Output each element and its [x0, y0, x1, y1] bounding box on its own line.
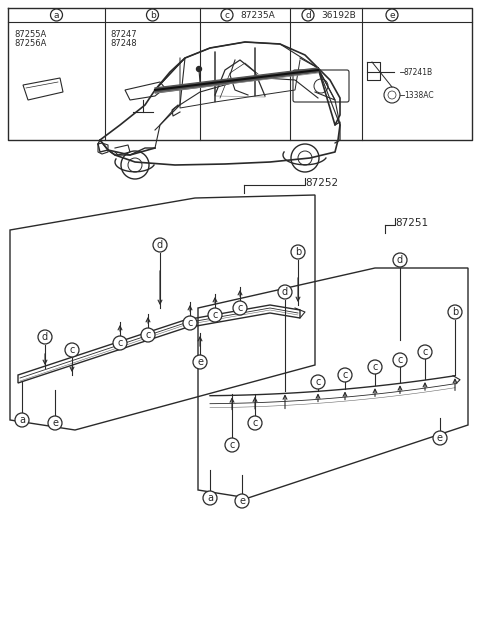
- Text: 87248: 87248: [110, 39, 137, 48]
- Circle shape: [38, 330, 52, 344]
- Text: c: c: [212, 310, 218, 320]
- Text: 87247: 87247: [110, 30, 137, 39]
- Circle shape: [146, 9, 158, 21]
- Circle shape: [338, 368, 352, 382]
- Text: b: b: [452, 307, 458, 317]
- Text: 87251: 87251: [395, 218, 428, 228]
- Text: d: d: [305, 11, 311, 20]
- Text: 1338AC: 1338AC: [404, 90, 433, 100]
- Text: 36192B: 36192B: [321, 11, 356, 20]
- Circle shape: [203, 491, 217, 505]
- Text: d: d: [282, 287, 288, 297]
- Circle shape: [50, 9, 62, 21]
- Text: c: c: [252, 418, 258, 428]
- Text: c: c: [117, 338, 123, 348]
- Text: 87252: 87252: [305, 178, 338, 188]
- Circle shape: [15, 413, 29, 427]
- Text: e: e: [239, 496, 245, 506]
- Circle shape: [393, 353, 407, 367]
- Circle shape: [225, 438, 239, 452]
- Text: d: d: [42, 332, 48, 342]
- Text: 87241B: 87241B: [404, 67, 433, 77]
- Text: c: c: [225, 11, 229, 20]
- Text: 87235A: 87235A: [240, 11, 275, 20]
- Circle shape: [368, 360, 382, 374]
- Text: c: c: [372, 362, 378, 372]
- Text: c: c: [342, 370, 348, 380]
- Text: c: c: [422, 347, 428, 357]
- Circle shape: [393, 253, 407, 267]
- Circle shape: [221, 9, 233, 21]
- Text: c: c: [187, 318, 192, 328]
- Circle shape: [235, 494, 249, 508]
- Circle shape: [193, 355, 207, 369]
- Text: c: c: [315, 377, 321, 387]
- Text: e: e: [437, 433, 443, 443]
- Text: b: b: [295, 247, 301, 257]
- Circle shape: [141, 328, 155, 342]
- Text: c: c: [397, 355, 403, 365]
- Circle shape: [291, 245, 305, 259]
- Circle shape: [233, 301, 247, 315]
- Text: a: a: [19, 415, 25, 425]
- Text: a: a: [54, 11, 59, 20]
- Polygon shape: [155, 68, 318, 93]
- Circle shape: [448, 305, 462, 319]
- Circle shape: [153, 238, 167, 252]
- Text: c: c: [229, 440, 235, 450]
- Text: e: e: [197, 357, 203, 367]
- Text: e: e: [52, 418, 58, 428]
- Circle shape: [113, 336, 127, 350]
- Circle shape: [311, 375, 325, 389]
- Text: a: a: [207, 493, 213, 503]
- Circle shape: [65, 343, 79, 357]
- Circle shape: [196, 66, 202, 72]
- Text: b: b: [150, 11, 156, 20]
- Circle shape: [418, 345, 432, 359]
- Circle shape: [208, 308, 222, 322]
- Circle shape: [183, 316, 197, 330]
- Circle shape: [302, 9, 314, 21]
- Text: e: e: [389, 11, 395, 20]
- Circle shape: [48, 416, 62, 430]
- Text: 87255A: 87255A: [14, 30, 46, 39]
- Text: d: d: [157, 240, 163, 250]
- Circle shape: [386, 9, 398, 21]
- Text: c: c: [237, 303, 243, 313]
- Text: 87256A: 87256A: [14, 39, 47, 48]
- Text: c: c: [145, 330, 151, 340]
- Circle shape: [248, 416, 262, 430]
- Text: c: c: [69, 345, 75, 355]
- Circle shape: [433, 431, 447, 445]
- Text: d: d: [397, 255, 403, 265]
- Circle shape: [278, 285, 292, 299]
